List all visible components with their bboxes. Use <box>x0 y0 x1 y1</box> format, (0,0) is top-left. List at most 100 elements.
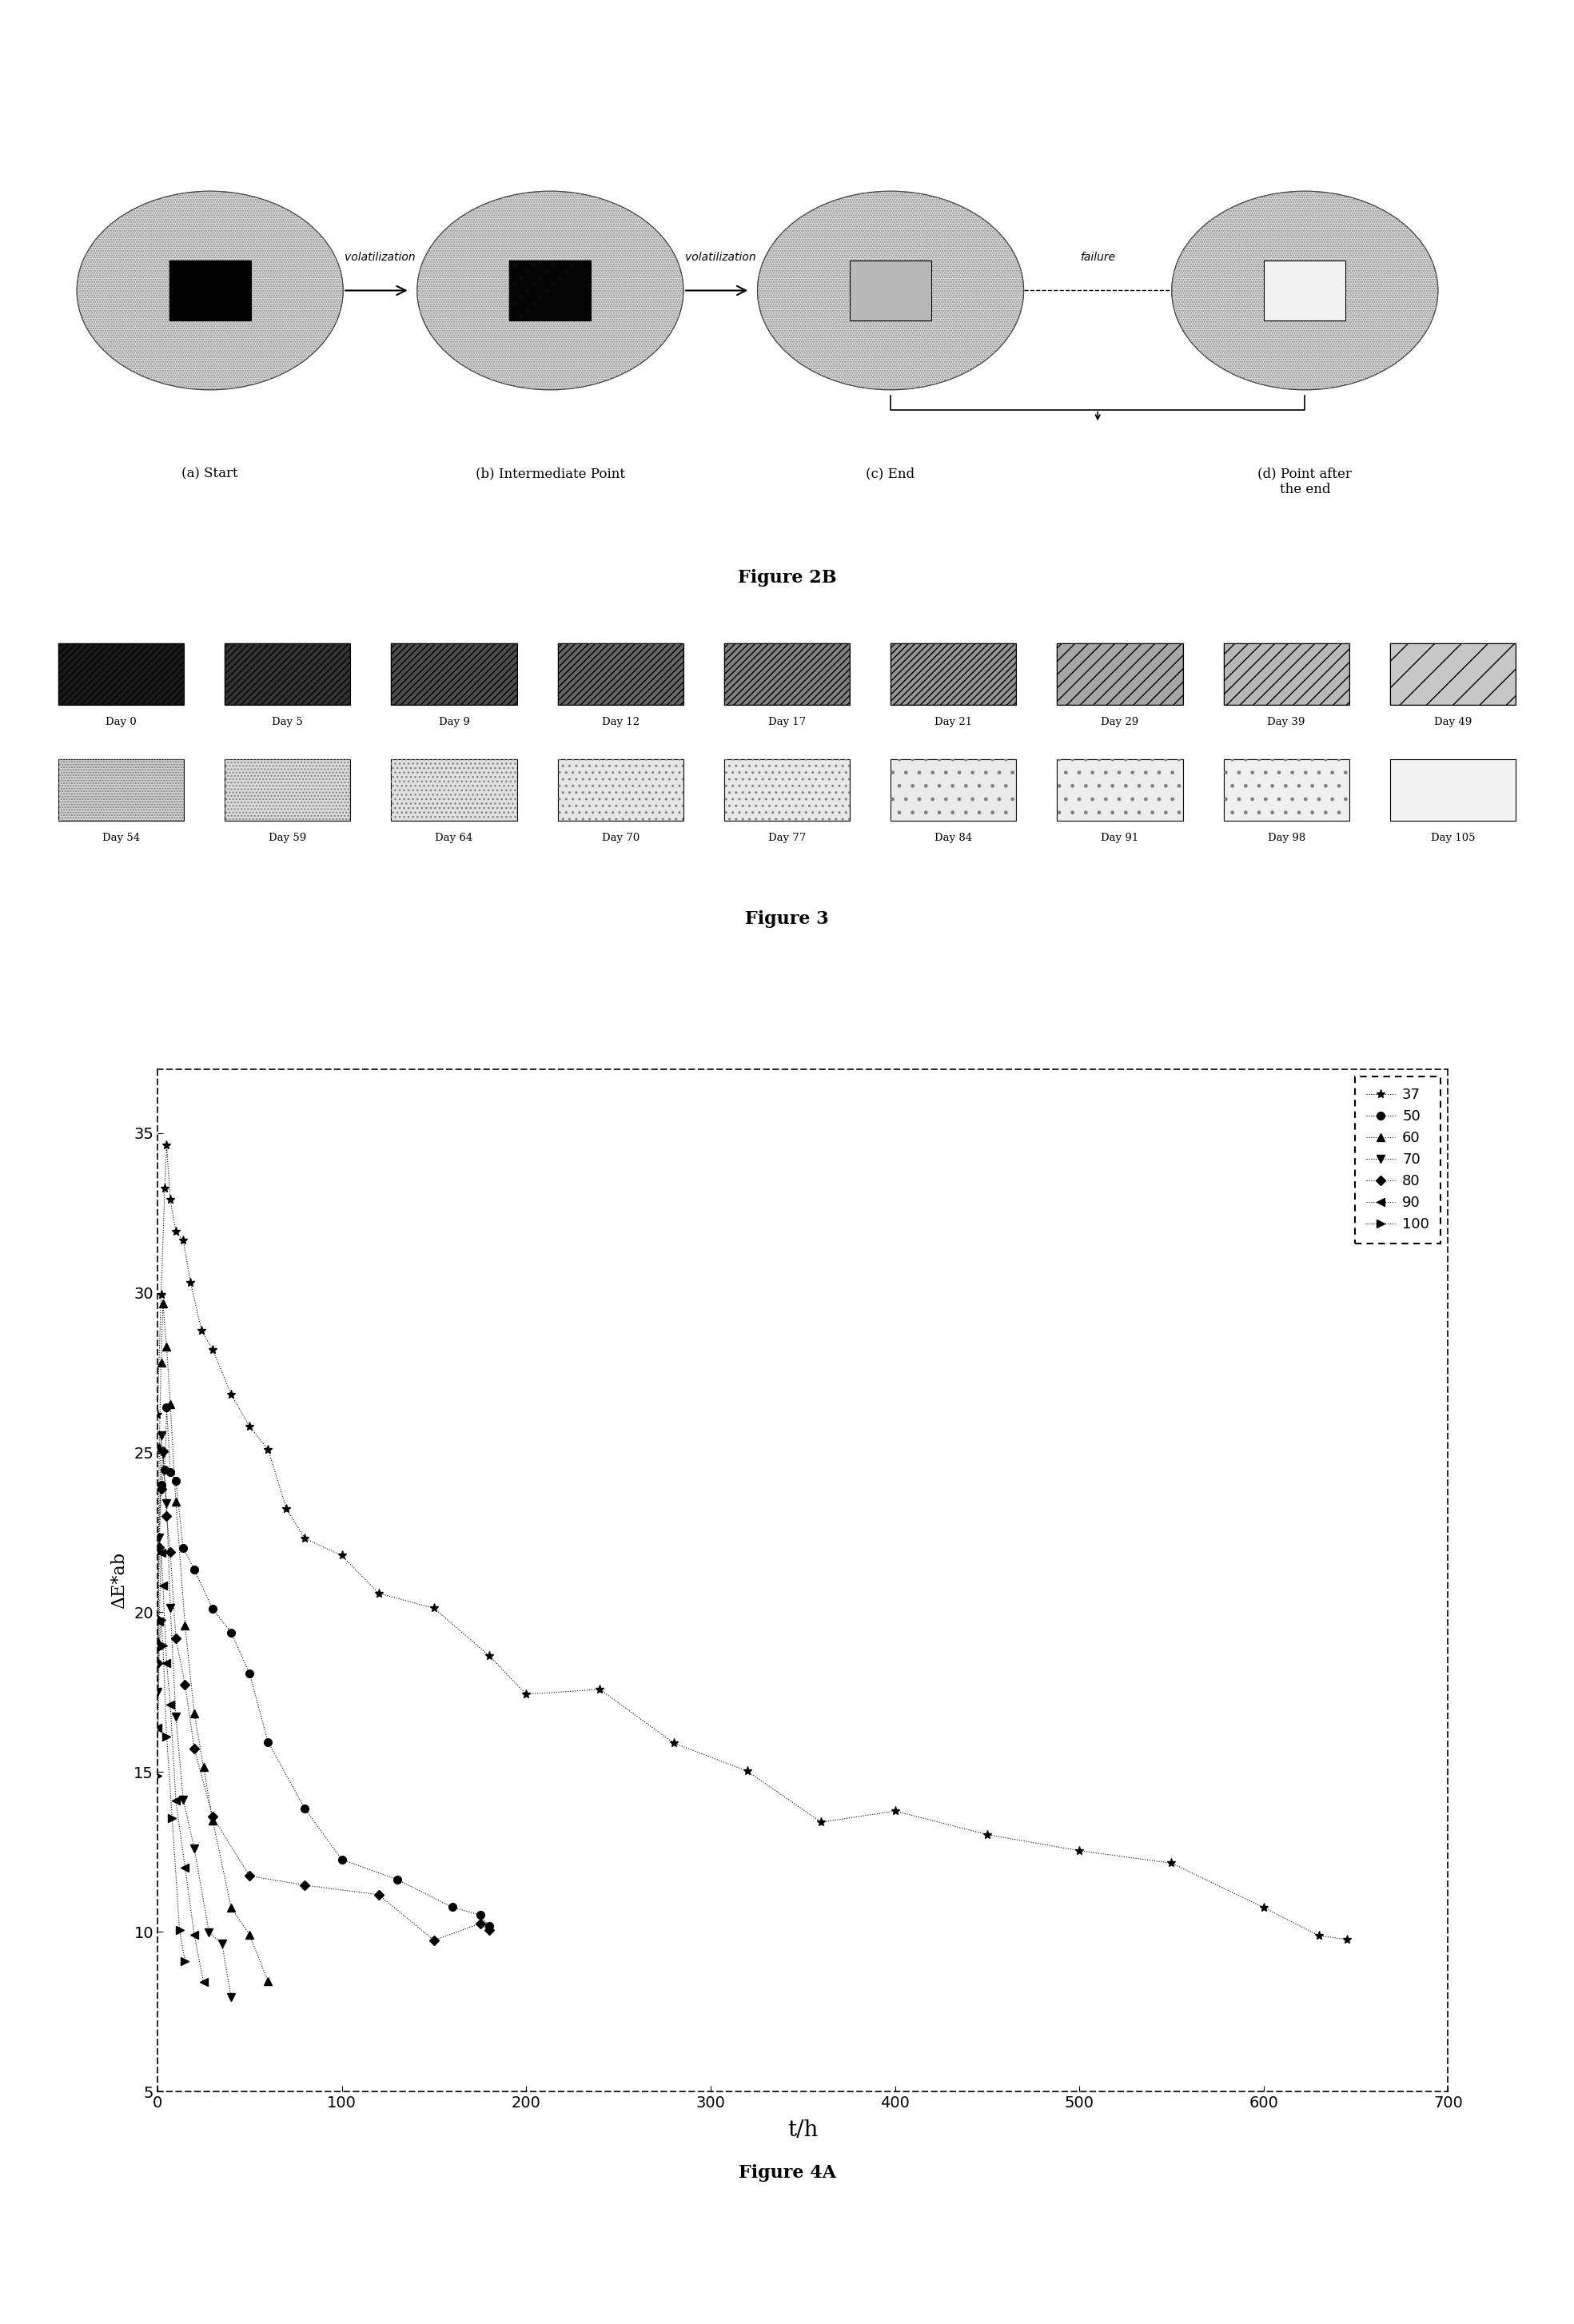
50 <box>151 1471 170 1499</box>
37 <box>173 1227 192 1255</box>
50 <box>148 1536 167 1564</box>
Circle shape <box>757 191 1023 390</box>
37 <box>241 1413 260 1441</box>
FancyBboxPatch shape <box>510 260 590 321</box>
37 <box>167 1218 186 1246</box>
Text: Day 39: Day 39 <box>1267 716 1305 727</box>
Text: Figure 4A: Figure 4A <box>738 2164 836 2182</box>
50 <box>332 1845 351 1873</box>
70 <box>157 1490 176 1518</box>
50 <box>442 1894 461 1922</box>
Text: Day 21: Day 21 <box>935 716 973 727</box>
37 <box>977 1820 996 1848</box>
Text: (a) Start: (a) Start <box>181 467 238 481</box>
FancyBboxPatch shape <box>891 760 1017 820</box>
37 <box>277 1494 296 1522</box>
Line: 70: 70 <box>154 1432 235 2001</box>
Text: Day 105: Day 105 <box>1431 832 1475 844</box>
Line: 80: 80 <box>154 1448 493 1943</box>
80 <box>425 1927 444 1954</box>
60 <box>150 1434 168 1462</box>
FancyBboxPatch shape <box>1058 644 1182 704</box>
50 <box>258 1729 277 1757</box>
FancyBboxPatch shape <box>170 260 250 321</box>
80 <box>184 1734 203 1762</box>
Circle shape <box>417 191 683 390</box>
FancyBboxPatch shape <box>1264 260 1346 321</box>
37 <box>812 1808 831 1836</box>
50 <box>173 1534 192 1562</box>
Line: 90: 90 <box>154 1548 208 1985</box>
FancyBboxPatch shape <box>557 644 683 704</box>
80 <box>161 1538 179 1566</box>
37 <box>296 1525 315 1552</box>
60 <box>176 1613 195 1641</box>
80 <box>370 1880 389 1908</box>
Line: 50: 50 <box>154 1404 493 1931</box>
50 <box>167 1466 186 1494</box>
70 <box>151 1422 170 1450</box>
90 <box>150 1608 168 1636</box>
Text: Day 84: Day 84 <box>935 832 973 844</box>
90 <box>154 1571 173 1599</box>
Text: Day 77: Day 77 <box>768 832 806 844</box>
80 <box>176 1671 195 1699</box>
50 <box>296 1794 315 1822</box>
60 <box>157 1334 176 1362</box>
60 <box>161 1390 179 1418</box>
Text: Day 12: Day 12 <box>601 716 639 727</box>
80 <box>480 1917 499 1945</box>
70 <box>184 1834 203 1862</box>
90 <box>151 1538 170 1566</box>
70 <box>148 1678 167 1706</box>
70 <box>200 1917 219 1945</box>
FancyBboxPatch shape <box>1058 760 1182 820</box>
70 <box>222 1982 241 2010</box>
Text: Day 0: Day 0 <box>105 716 137 727</box>
50 <box>156 1455 175 1483</box>
37 <box>332 1541 351 1569</box>
FancyBboxPatch shape <box>392 760 516 820</box>
Line: 100: 100 <box>154 1615 189 1966</box>
100 <box>162 1803 181 1831</box>
FancyBboxPatch shape <box>58 760 184 820</box>
37 <box>222 1380 241 1408</box>
37 <box>151 1281 170 1308</box>
37 <box>161 1185 179 1213</box>
37 <box>1162 1850 1180 1878</box>
37 <box>886 1796 905 1824</box>
80 <box>203 1803 222 1831</box>
50 <box>480 1913 499 1941</box>
37 <box>258 1436 277 1464</box>
FancyBboxPatch shape <box>225 644 351 704</box>
60 <box>151 1348 170 1376</box>
FancyBboxPatch shape <box>1390 760 1516 820</box>
FancyBboxPatch shape <box>1223 644 1349 704</box>
100 <box>150 1634 168 1662</box>
50 <box>222 1618 241 1645</box>
Text: volatilization: volatilization <box>685 251 756 263</box>
80 <box>151 1476 170 1504</box>
Circle shape <box>77 191 343 390</box>
70 <box>167 1703 186 1731</box>
Text: (c) End: (c) End <box>866 467 914 481</box>
FancyBboxPatch shape <box>724 644 850 704</box>
70 <box>212 1929 231 1957</box>
80 <box>471 1910 490 1938</box>
FancyBboxPatch shape <box>225 760 351 820</box>
Text: Day 54: Day 54 <box>102 832 140 844</box>
Circle shape <box>1171 191 1439 390</box>
Text: Day 59: Day 59 <box>269 832 307 844</box>
60 <box>194 1752 212 1780</box>
37 <box>203 1336 222 1364</box>
80 <box>296 1871 315 1899</box>
100 <box>148 1762 167 1789</box>
Text: Day 17: Day 17 <box>768 716 806 727</box>
37 <box>664 1729 683 1757</box>
37 <box>516 1680 535 1708</box>
Text: Figure 2B: Figure 2B <box>738 569 836 588</box>
80 <box>154 1436 173 1464</box>
Line: 60: 60 <box>154 1299 272 1985</box>
60 <box>203 1806 222 1834</box>
FancyBboxPatch shape <box>850 260 932 321</box>
